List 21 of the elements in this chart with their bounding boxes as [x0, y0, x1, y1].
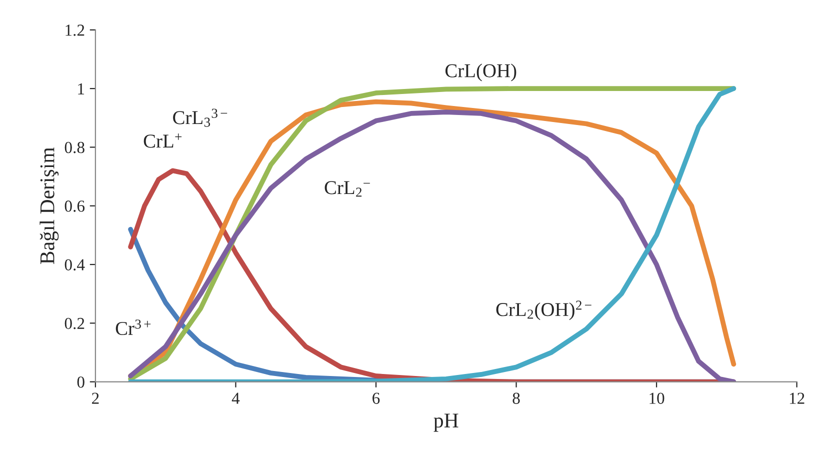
series-label: CrL$_{2}$(OH)$^{2−}$: [496, 300, 592, 320]
y-tick-label: 0.2: [64, 318, 84, 330]
x-tick-label: 10: [650, 392, 664, 404]
y-tick-label: 0.4: [64, 259, 85, 271]
x-tick-label: 6: [372, 392, 380, 404]
series-label: CrL$_{2}$$^{−}$: [324, 181, 370, 197]
text: CrL$_{3}$$^{3−}$: [173, 108, 228, 127]
x-tick-label: 2: [92, 392, 99, 404]
x-tick-label: 12: [790, 392, 804, 404]
y-axis-title: Bağıl Derişim: [40, 147, 59, 264]
series-label: CrL$^{+}$: [144, 134, 182, 148]
y-tick-label: 0.8: [64, 142, 84, 154]
series-label: CrL(OH): [445, 64, 516, 82]
y-tick-label: 1: [78, 83, 84, 94]
y-tick-label: 0: [77, 376, 84, 388]
x-axis-title: pH: [434, 414, 458, 432]
x-tick-label: 4: [232, 392, 240, 404]
x-tick-label: 8: [512, 392, 520, 404]
y-tick-label: 1.2: [66, 24, 84, 36]
series-label: Cr$^{3+}$: [116, 320, 151, 336]
y-tick-label: 0.6: [64, 200, 85, 212]
